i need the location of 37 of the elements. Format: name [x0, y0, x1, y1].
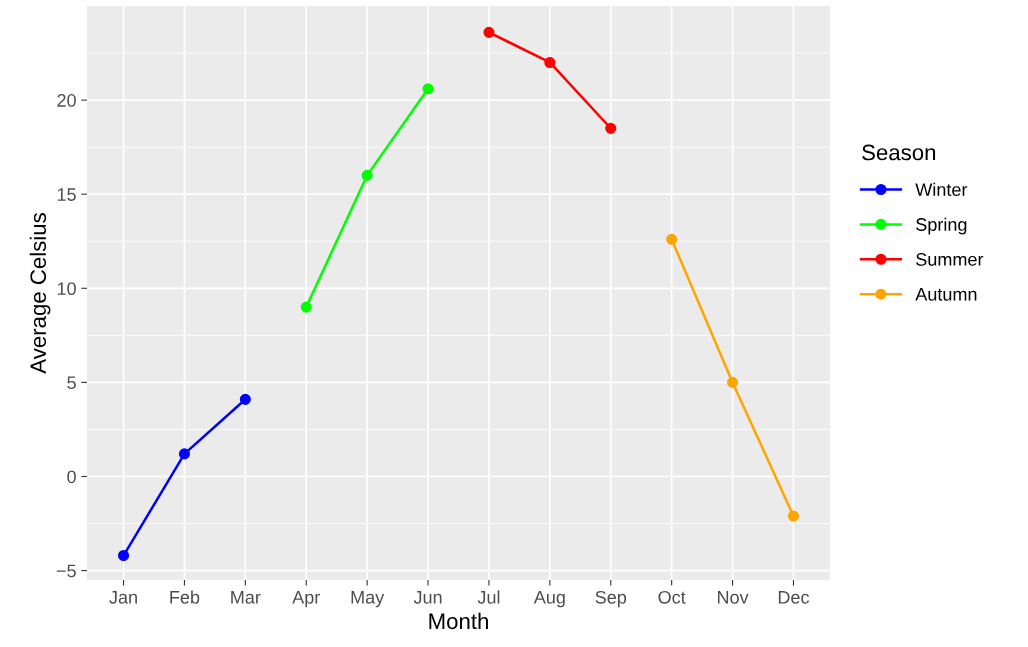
x-axis-title: Month [429, 612, 488, 630]
point [300, 301, 312, 313]
y-tick-label: 15 [57, 188, 76, 201]
y-axis-title: Average Celsius [29, 213, 51, 374]
y-tick-label: 20 [57, 94, 76, 107]
point [178, 448, 190, 460]
x-tick-label: Apr [292, 591, 320, 608]
point [666, 233, 678, 245]
point [727, 376, 739, 388]
x-tick-label: Sep [595, 590, 627, 608]
x-tick-label: Feb [170, 590, 200, 604]
point [361, 169, 373, 181]
point [483, 26, 495, 38]
point [605, 122, 617, 134]
y-tick-label: 0 [67, 470, 76, 484]
x-tick-label: Jun [413, 591, 442, 604]
point [544, 56, 556, 69]
point [239, 393, 251, 405]
point [787, 510, 800, 522]
point [422, 83, 434, 95]
legend-title: Season [862, 144, 936, 161]
x-tick-label: Aug [533, 591, 565, 608]
y-tick-label: 10 [57, 282, 76, 296]
x-tick-label: Mar [231, 591, 261, 604]
legend-label: Winter [915, 182, 968, 197]
x-tick-label: Jul [477, 590, 500, 604]
point [117, 549, 130, 562]
y-tick-label: −5 [56, 564, 76, 578]
legend-label: Autumn [915, 288, 977, 301]
legend-label: Spring [916, 217, 967, 235]
x-tick-label: Jan [109, 591, 137, 604]
legend-label: Summer [916, 253, 984, 266]
x-tick-label: Oct [658, 590, 686, 604]
x-tick-label: May [351, 591, 385, 608]
x-tick-label: Nov [717, 591, 749, 604]
x-tick-label: Dec [778, 591, 810, 604]
y-tick-label: 5 [67, 376, 76, 390]
